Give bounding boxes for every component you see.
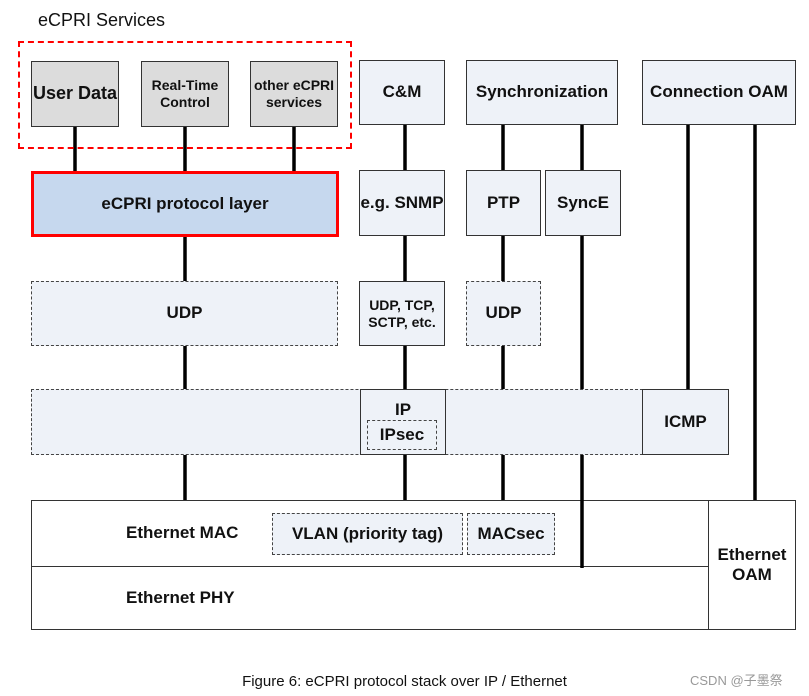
synce-box: SyncE bbox=[545, 170, 621, 236]
snmp-box: e.g. SNMP bbox=[359, 170, 445, 236]
ptp-box: PTP bbox=[466, 170, 541, 236]
ethernet-oam-box: Ethernet OAM bbox=[708, 500, 796, 630]
connection-oam-box: Connection OAM bbox=[642, 60, 796, 125]
user-data-box: User Data bbox=[31, 61, 119, 127]
udp-box: UDP bbox=[31, 281, 338, 346]
ethernet-phy-box: Ethernet PHY bbox=[31, 566, 709, 630]
real-time-control-box: Real-Time Control bbox=[141, 61, 229, 127]
other-services-box: other eCPRI services bbox=[250, 61, 338, 127]
macsec-box: MACsec bbox=[467, 513, 555, 555]
ecpri-services-group bbox=[18, 41, 352, 149]
synchronization-box: Synchronization bbox=[466, 60, 618, 125]
vlan-box: VLAN (priority tag) bbox=[272, 513, 463, 555]
ip-label: IP bbox=[394, 400, 412, 419]
cm-box: C&M bbox=[359, 60, 445, 125]
figure-caption: Figure 6: eCPRI protocol stack over IP /… bbox=[242, 673, 567, 690]
udp-ptp-box: UDP bbox=[466, 281, 541, 346]
services-group-title: eCPRI Services bbox=[38, 10, 166, 30]
ipsec-box: IPsec bbox=[367, 420, 437, 450]
udp-tcp-sctp-box: UDP, TCP, SCTP, etc. bbox=[359, 281, 445, 346]
ip-layer-row bbox=[31, 389, 643, 455]
ecpri-protocol-layer-box: eCPRI protocol layer bbox=[31, 171, 339, 237]
icmp-box: ICMP bbox=[642, 389, 729, 455]
watermark: CSDN @子墨祭 bbox=[690, 673, 783, 688]
